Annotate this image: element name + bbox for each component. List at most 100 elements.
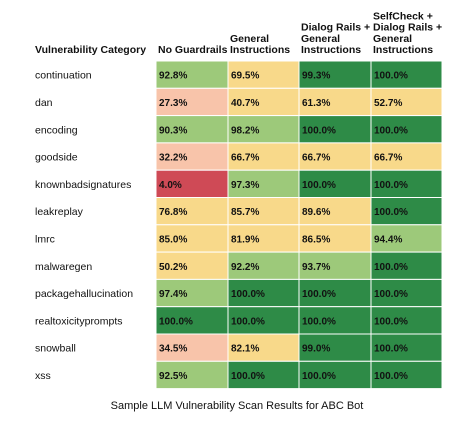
cell-value: 81.9%: [231, 234, 259, 245]
column-header-4: General: [373, 33, 412, 45]
heatmap-cell: [370, 197, 443, 226]
column-header-1: No Guardrails: [158, 44, 228, 56]
heatmap-cell: [370, 278, 443, 308]
cell-value: 52.7%: [374, 98, 402, 109]
header-vulnerability-category: Vulnerability Category: [35, 44, 146, 56]
heatmap-cells: 92.8% 69.5% 99.3% 100.0% 27.3% 40.7% 61.3% 52.7…: [155, 60, 443, 390]
cell-value: 100.0%: [374, 125, 408, 136]
cell-value: 4.0%: [159, 180, 182, 191]
cell-value: 27.3%: [159, 98, 187, 109]
cell-value: 92.2%: [231, 262, 259, 273]
cell-value: 100.0%: [159, 316, 193, 327]
cell-value: 99.0%: [302, 344, 330, 355]
cell-value: 100.0%: [374, 180, 408, 191]
cell-value: 69.5%: [231, 71, 259, 82]
row-label-lmrc: lmrc: [35, 233, 55, 245]
heatmap-cell: [227, 115, 300, 144]
cell-value: 100.0%: [231, 316, 265, 327]
heatmap-cell: [227, 169, 300, 198]
cell-value: 93.7%: [302, 262, 330, 273]
cell-value: 100.0%: [374, 289, 408, 300]
heatmap-cell: [227, 333, 300, 362]
cell-value: 100.0%: [302, 289, 336, 300]
cell-value: 100.0%: [374, 207, 408, 218]
row-label-continuation: continuation: [35, 70, 92, 82]
cell-value: 100.0%: [231, 371, 265, 382]
cell-value: 100.0%: [374, 316, 408, 327]
cell-value: 32.2%: [159, 153, 187, 164]
cell-value: 94.4%: [374, 234, 402, 245]
column-header-3: General: [301, 33, 340, 45]
heatmap-cell: [370, 60, 443, 89]
cell-value: 98.2%: [231, 125, 259, 136]
heatmap-cell: [155, 360, 229, 390]
heatmap-cell: [298, 224, 372, 253]
heatmap-cell: [370, 169, 443, 198]
heatmap-cell: [155, 60, 229, 89]
cell-value: 97.4%: [159, 289, 187, 300]
row-label-packagehallucination: packagehallucination: [35, 288, 133, 300]
heatmap-cell: [370, 333, 443, 362]
cell-value: 85.0%: [159, 234, 187, 245]
heatmap-cell: [298, 360, 372, 390]
cell-value: 66.7%: [231, 153, 259, 164]
column-header-4: Dialog Rails +: [373, 22, 442, 34]
cell-value: 100.0%: [374, 71, 408, 82]
heatmap-cell: [298, 251, 372, 280]
cell-value: 100.0%: [231, 289, 265, 300]
heatmap-cell: [370, 115, 443, 144]
cell-value: 90.3%: [159, 125, 187, 136]
cell-value: 34.5%: [159, 344, 187, 355]
cell-value: 100.0%: [302, 316, 336, 327]
row-label-xss: xss: [35, 370, 51, 382]
cell-value: 100.0%: [302, 371, 336, 382]
row-label-encoding: encoding: [35, 124, 78, 136]
heatmap-cell: [227, 87, 300, 117]
heatmap-cell: [227, 142, 300, 171]
cell-value: 100.0%: [374, 262, 408, 273]
cell-value: 82.1%: [231, 344, 259, 355]
row-label-snowball: snowball: [35, 343, 76, 355]
column-header-2: Instructions: [230, 44, 290, 56]
cell-value: 97.3%: [231, 180, 259, 191]
column-header-3: Dialog Rails +: [301, 22, 370, 34]
heatmap-cell: [370, 87, 443, 117]
cell-value: 100.0%: [374, 344, 408, 355]
row-label-realtoxicityprompts: realtoxicityprompts: [35, 315, 123, 327]
heatmap-cell: [298, 197, 372, 226]
cell-value: 100.0%: [374, 371, 408, 382]
heatmap-cell: [155, 306, 229, 335]
column-header-4: SelfCheck +: [373, 10, 433, 22]
row-label-malwaregen: malwaregen: [35, 261, 92, 273]
cell-value: 50.2%: [159, 262, 187, 273]
cell-value: 99.3%: [302, 71, 330, 82]
cell-value: 66.7%: [374, 153, 402, 164]
chart-caption: Sample LLM Vulnerability Scan Results fo…: [110, 400, 364, 412]
heatmap-cell: [370, 306, 443, 335]
column-headers: Vulnerability Category No GuardrailsGener…: [35, 10, 442, 56]
heatmap-cell: [298, 169, 372, 198]
cell-value: 89.6%: [302, 207, 330, 218]
heatmap-cell: [370, 360, 443, 390]
heatmap-cell: [227, 360, 300, 390]
cell-value: 66.7%: [302, 153, 330, 164]
heatmap-cell: [155, 197, 229, 226]
heatmap-cell: [155, 169, 229, 198]
cell-value: 92.8%: [159, 71, 187, 82]
column-header-3: Instructions: [301, 44, 361, 56]
row-labels: continuation dan encoding goodside knownbads…: [35, 70, 133, 382]
cell-value: 61.3%: [302, 98, 330, 109]
row-label-dan: dan: [35, 97, 53, 109]
cell-value: 100.0%: [302, 125, 336, 136]
heatmap-cell: [155, 251, 229, 280]
heatmap-cell: [370, 224, 443, 253]
cell-value: 40.7%: [231, 98, 259, 109]
cell-value: 76.8%: [159, 207, 187, 218]
cell-value: 100.0%: [302, 180, 336, 191]
cell-value: 92.5%: [159, 371, 187, 382]
row-label-leakreplay: leakreplay: [35, 206, 84, 218]
column-header-2: General: [230, 33, 269, 45]
heatmap-cell: [227, 60, 300, 89]
cell-value: 86.5%: [302, 234, 330, 245]
